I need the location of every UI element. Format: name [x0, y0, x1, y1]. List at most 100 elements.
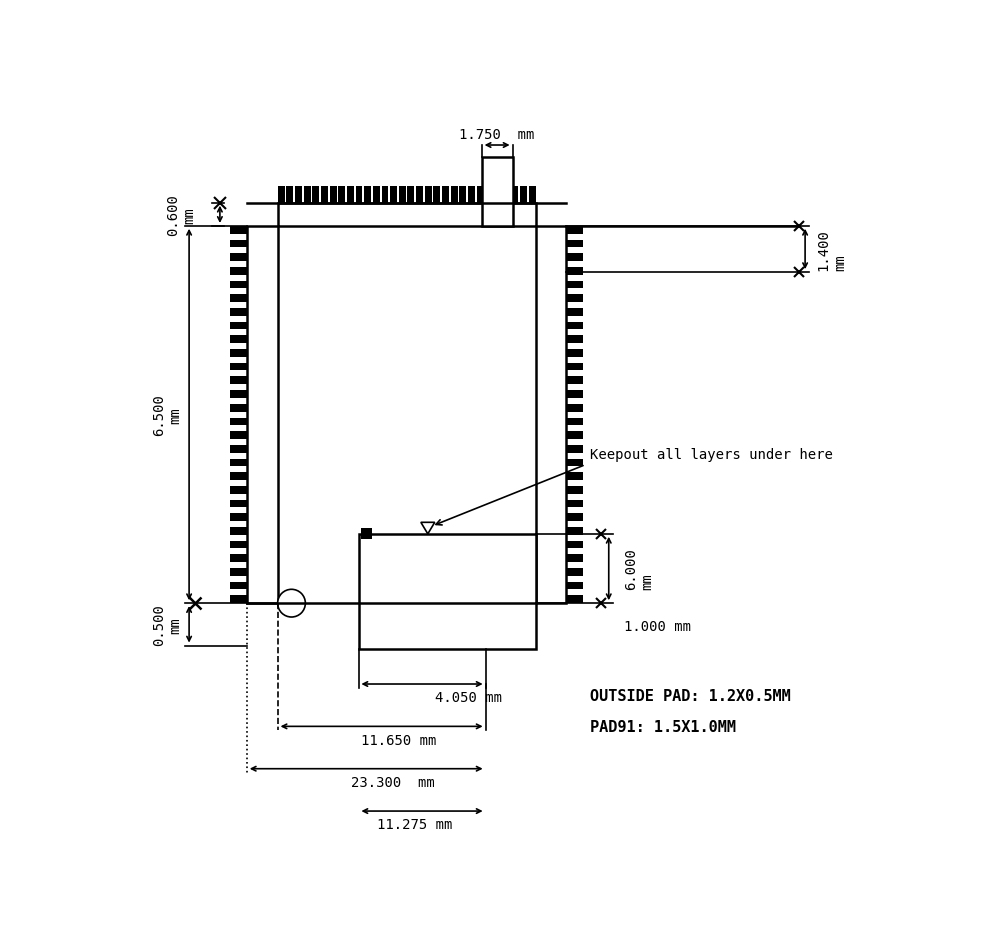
Bar — [566, 418, 583, 425]
Text: 1.000 mm: 1.000 mm — [624, 619, 691, 633]
Bar — [230, 527, 247, 535]
Bar — [529, 186, 536, 204]
Bar — [442, 186, 449, 204]
Bar — [566, 309, 583, 316]
Bar — [566, 514, 583, 522]
Text: 1.750  mm: 1.750 mm — [459, 128, 535, 142]
Bar — [230, 500, 247, 508]
Bar — [433, 186, 440, 204]
Bar — [566, 568, 583, 577]
Bar — [230, 323, 247, 330]
Bar — [373, 186, 380, 204]
Bar — [407, 186, 414, 204]
Bar — [230, 487, 247, 494]
Bar — [364, 186, 371, 204]
Bar — [566, 459, 583, 467]
Bar — [520, 186, 527, 204]
Bar — [566, 541, 583, 549]
Bar — [230, 554, 247, 563]
Bar — [494, 186, 501, 204]
Bar — [566, 500, 583, 508]
Bar — [566, 268, 583, 275]
Bar — [295, 186, 302, 204]
Bar — [468, 186, 475, 204]
Bar — [312, 186, 319, 204]
Bar — [230, 404, 247, 413]
Bar — [230, 445, 247, 453]
Bar — [416, 186, 423, 204]
Bar — [566, 349, 583, 358]
Bar — [230, 349, 247, 358]
Bar — [230, 281, 247, 289]
Bar — [304, 186, 311, 204]
Bar — [230, 541, 247, 549]
Bar — [566, 596, 583, 603]
Bar — [566, 473, 583, 480]
Bar — [230, 268, 247, 275]
Bar — [230, 377, 247, 385]
Bar — [566, 226, 583, 235]
Bar — [566, 377, 583, 385]
Bar — [230, 596, 247, 603]
Bar — [230, 254, 247, 261]
Bar — [566, 432, 583, 439]
Bar — [347, 186, 354, 204]
Bar — [230, 226, 247, 235]
Bar — [503, 186, 510, 204]
Bar — [566, 281, 583, 289]
Bar — [566, 404, 583, 413]
Bar — [566, 445, 583, 453]
Text: 4.050 mm: 4.050 mm — [435, 691, 502, 705]
Bar — [230, 514, 247, 522]
Bar — [566, 527, 583, 535]
Bar — [566, 487, 583, 494]
Bar — [566, 390, 583, 399]
Bar — [399, 186, 406, 204]
Bar — [382, 186, 388, 204]
Bar — [485, 186, 492, 204]
Bar — [566, 254, 583, 261]
Bar — [278, 186, 285, 204]
Bar — [359, 534, 536, 650]
Bar — [286, 186, 293, 204]
Bar — [230, 240, 247, 248]
Polygon shape — [421, 523, 435, 534]
Bar — [477, 186, 484, 204]
Bar — [566, 363, 583, 371]
Bar — [247, 226, 278, 603]
Text: 6.500
mm: 6.500 mm — [152, 394, 183, 436]
Bar — [321, 186, 328, 204]
Bar — [459, 186, 466, 204]
Circle shape — [278, 590, 305, 617]
Bar — [230, 418, 247, 425]
Text: 1.400
mm: 1.400 mm — [817, 229, 847, 271]
Text: 0.600
mm: 0.600 mm — [166, 194, 197, 236]
Text: 23.300  mm: 23.300 mm — [351, 775, 435, 789]
Bar — [230, 295, 247, 303]
Bar — [511, 186, 518, 204]
Text: PAD91: 1.5X1.0MM: PAD91: 1.5X1.0MM — [590, 719, 736, 734]
Bar — [230, 363, 247, 371]
Text: 6.000
mm: 6.000 mm — [624, 548, 654, 590]
Bar — [278, 204, 536, 226]
Bar — [482, 158, 512, 226]
Bar — [356, 186, 362, 204]
Bar — [536, 226, 566, 603]
Text: 0.500
mm: 0.500 mm — [152, 603, 183, 645]
Bar — [230, 309, 247, 316]
Bar — [230, 390, 247, 399]
Text: OUTSIDE PAD: 1.2X0.5MM: OUTSIDE PAD: 1.2X0.5MM — [590, 689, 790, 704]
Bar — [361, 529, 372, 540]
Bar — [425, 186, 432, 204]
Bar — [566, 336, 583, 344]
Bar — [230, 582, 247, 590]
Bar — [451, 186, 458, 204]
Bar — [230, 459, 247, 467]
Bar — [566, 323, 583, 330]
Bar — [566, 295, 583, 303]
Bar — [330, 186, 337, 204]
Bar — [390, 186, 397, 204]
Bar — [566, 582, 583, 590]
Bar — [566, 240, 583, 248]
Bar — [230, 336, 247, 344]
